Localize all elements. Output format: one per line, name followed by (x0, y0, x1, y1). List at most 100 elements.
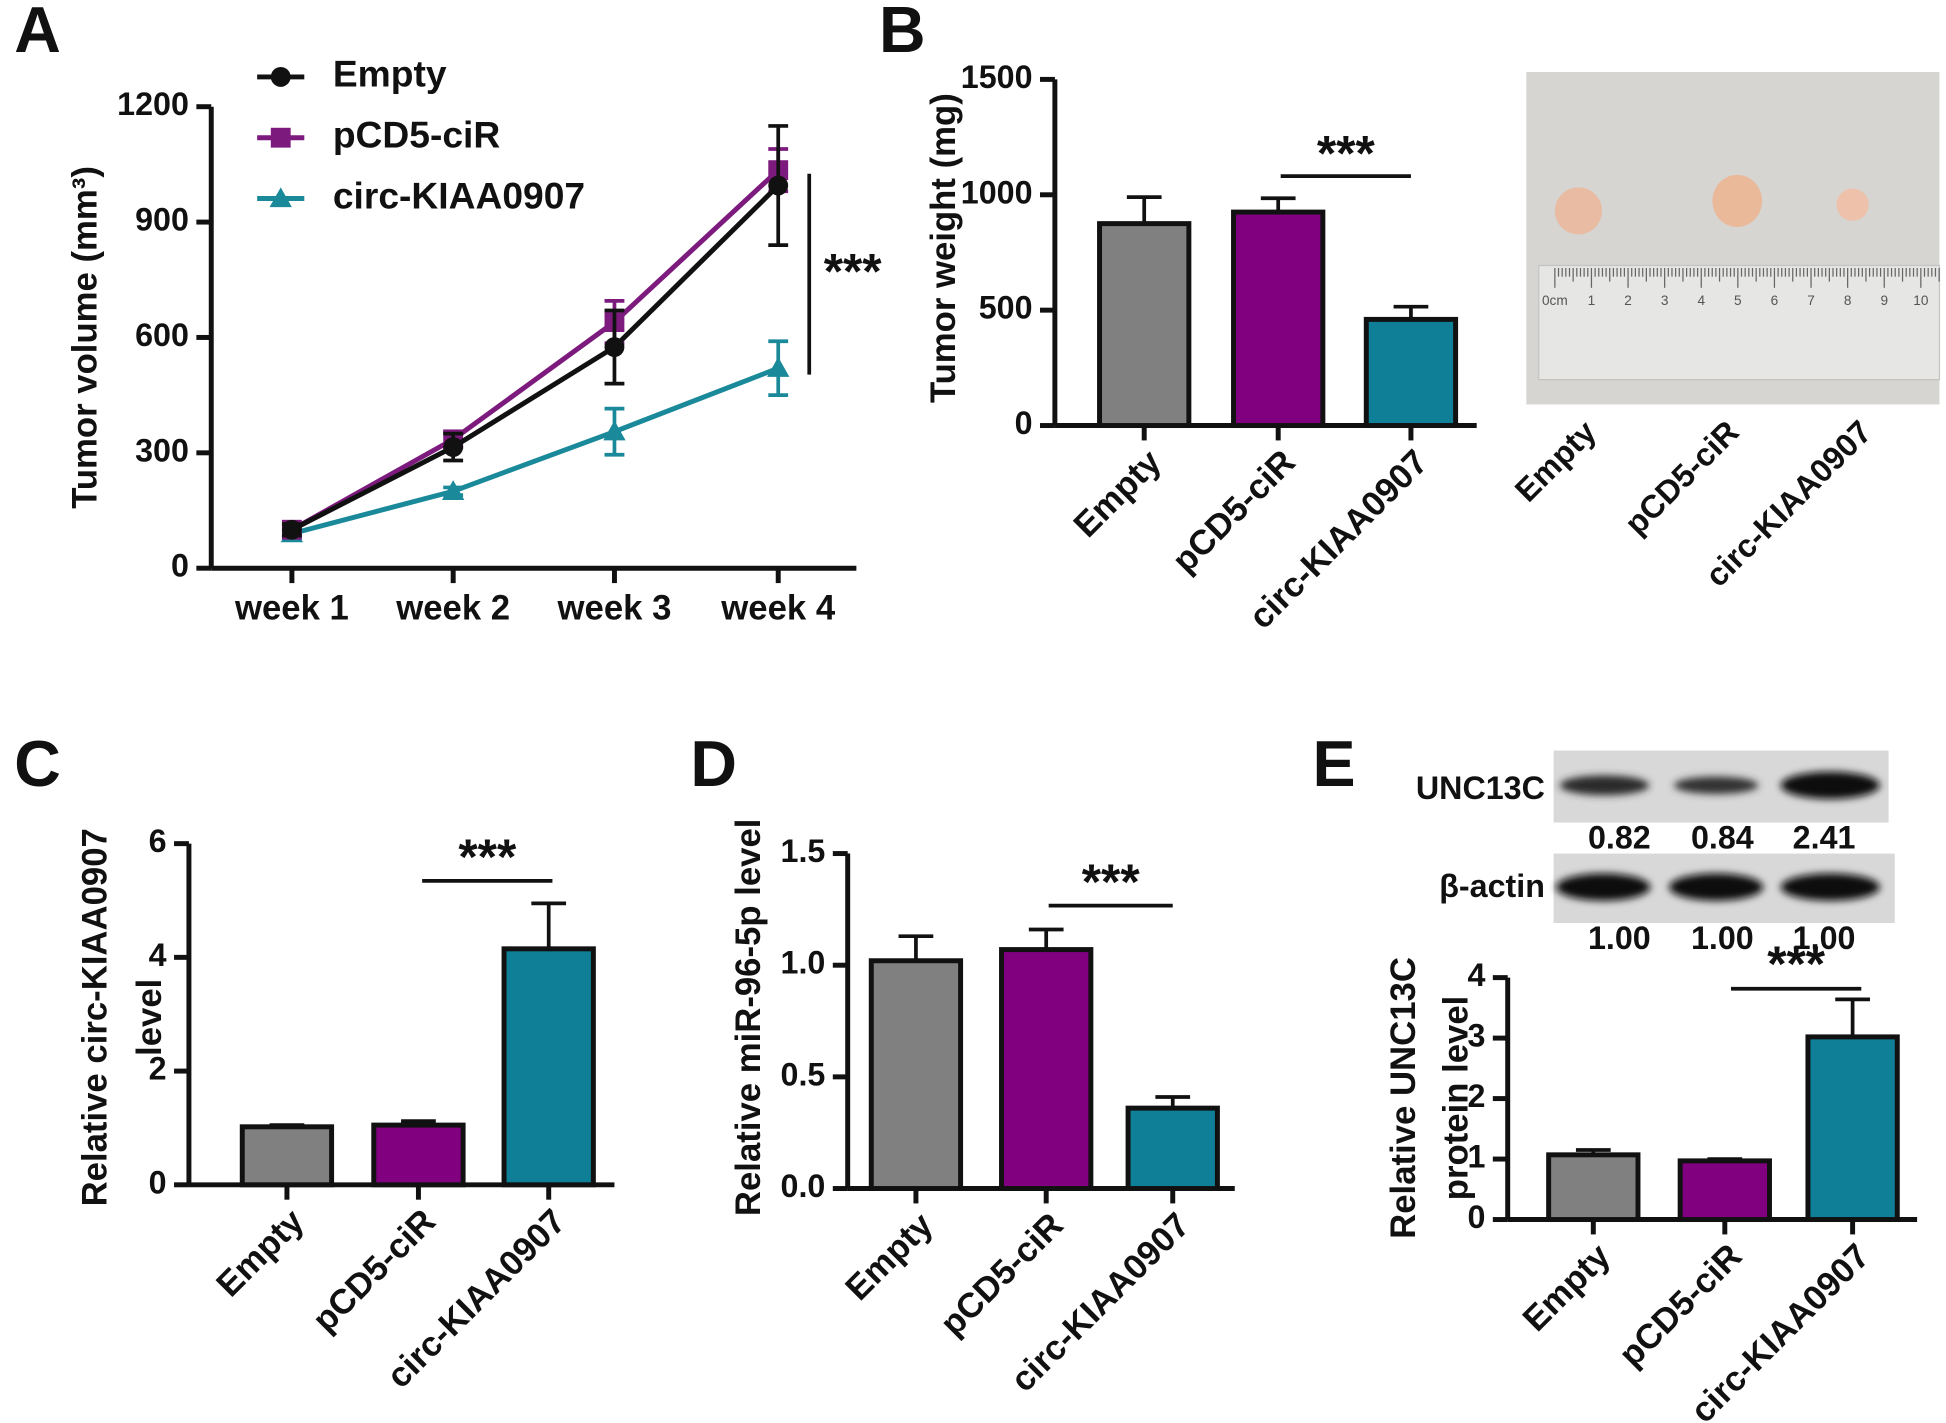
y-tick-label: 1.0 (781, 945, 826, 981)
x-tick-label: week 3 (557, 590, 672, 628)
x-tick-label: pCD5-ciR (1165, 443, 1302, 580)
marker (269, 187, 292, 208)
bar (239, 1124, 335, 1188)
panel-label: E (1313, 728, 1356, 800)
legend-label: circ-KIAA0907 (333, 174, 585, 216)
error-bar (1028, 927, 1064, 950)
x-tick-label: week 1 (234, 590, 349, 628)
ruler-label: 2 (1624, 293, 1632, 308)
x-tick-label: Empty (1516, 1237, 1618, 1339)
tumor (1554, 187, 1602, 235)
y-tick-label: 0 (171, 548, 189, 584)
ruler (1538, 264, 1941, 381)
y-tick-label: 1200 (117, 86, 189, 122)
y-tick-label: 0 (149, 1164, 167, 1200)
y-tick-label: 900 (135, 202, 189, 238)
line (290, 183, 780, 532)
marker (270, 66, 291, 87)
x-tick-label: Empty (210, 1202, 312, 1304)
blot-value: 0.84 (1691, 819, 1754, 855)
blot-value: 1.00 (1588, 920, 1651, 956)
significance-label: *** (1317, 126, 1376, 182)
line (291, 365, 780, 536)
marker (281, 519, 302, 540)
marker (443, 437, 464, 457)
ruler-label: 7 (1807, 293, 1815, 308)
y-tick-label: 0 (1467, 1199, 1485, 1235)
marker (768, 175, 789, 196)
y-tick-label: 1000 (961, 174, 1033, 210)
ruler-label: 9 (1880, 293, 1888, 308)
y-tick-label: 0.5 (781, 1056, 826, 1092)
significance-label: *** (824, 244, 883, 300)
marker (603, 420, 626, 441)
y-axis-label: Tumor weight (mg) (925, 93, 963, 403)
y-tick-label: 0.0 (781, 1168, 826, 1204)
ruler-label: 5 (1734, 293, 1742, 308)
panel-label: D (690, 728, 737, 800)
x-tick-label: week 2 (395, 590, 510, 628)
y-tick-label: 0 (1015, 405, 1033, 441)
bar (1677, 1158, 1772, 1223)
y-tick-label: 600 (135, 317, 189, 353)
bar (1805, 1034, 1900, 1223)
ruler-label: 0cm (1542, 293, 1568, 308)
ruler-label: 10 (1913, 293, 1929, 308)
line (290, 168, 780, 532)
error-bar (898, 934, 934, 961)
significance-label: *** (458, 829, 517, 885)
blot-band (1559, 775, 1650, 796)
y-axis-label: Tumor volume (mm³) (66, 166, 104, 509)
y-tick-label: 2 (1467, 1078, 1485, 1114)
y-tick-label: 4 (1467, 957, 1485, 993)
ruler-label: 1 (1588, 293, 1596, 308)
blot-value: 0.82 (1588, 819, 1651, 855)
photo-label: pCD5-ciR (1618, 414, 1746, 542)
blot-value: 1.00 (1793, 920, 1856, 956)
marker (604, 337, 625, 357)
photo (1526, 71, 1941, 405)
ruler-label: 8 (1844, 293, 1852, 308)
y-tick-label: 1 (1467, 1139, 1485, 1175)
marker (767, 357, 790, 377)
y-axis-label: protein level (1437, 996, 1475, 1201)
y-tick-label: 500 (979, 290, 1033, 326)
panel-label: B (879, 0, 926, 66)
bar (501, 946, 596, 1188)
ruler-label: 4 (1697, 293, 1705, 308)
y-axis-label: Relative UNC13C (1385, 957, 1423, 1239)
bar (1231, 209, 1326, 429)
x-tick-label: Empty (839, 1206, 941, 1308)
x-tick-label: pCD5-ciR (933, 1206, 1070, 1343)
y-axis-label: level (131, 979, 169, 1056)
tumor (1712, 174, 1763, 228)
ruler-label: 3 (1661, 293, 1669, 308)
blot (1553, 750, 1895, 924)
legend-label: pCD5-ciR (333, 114, 501, 156)
bar (868, 958, 964, 1192)
blot-label: UNC13C (1416, 770, 1545, 806)
x-tick-label: pCD5-ciR (1612, 1237, 1749, 1374)
y-tick-label: 6 (149, 823, 167, 859)
blot-value: 2.41 (1793, 819, 1856, 855)
bar (1546, 1152, 1641, 1223)
significance-label: *** (1767, 936, 1826, 992)
bar (1363, 316, 1459, 429)
bar (371, 1122, 466, 1188)
error-bar (1126, 195, 1162, 224)
bar (1125, 1105, 1220, 1192)
marker (270, 127, 291, 148)
y-axis-label: Relative circ-KIAA0907 (76, 828, 114, 1206)
photo-label: Empty (1508, 413, 1603, 508)
x-tick-label: pCD5-ciR (306, 1202, 443, 1339)
legend-label: Empty (333, 53, 447, 95)
blot-band (1556, 873, 1651, 901)
panel-label: A (14, 0, 61, 66)
bar (1097, 221, 1192, 429)
tumor (1836, 188, 1869, 221)
marker (442, 480, 465, 500)
blot-band (1780, 873, 1880, 901)
y-tick-label: 3 (1467, 1018, 1485, 1054)
y-tick-label: 1.5 (781, 833, 826, 869)
